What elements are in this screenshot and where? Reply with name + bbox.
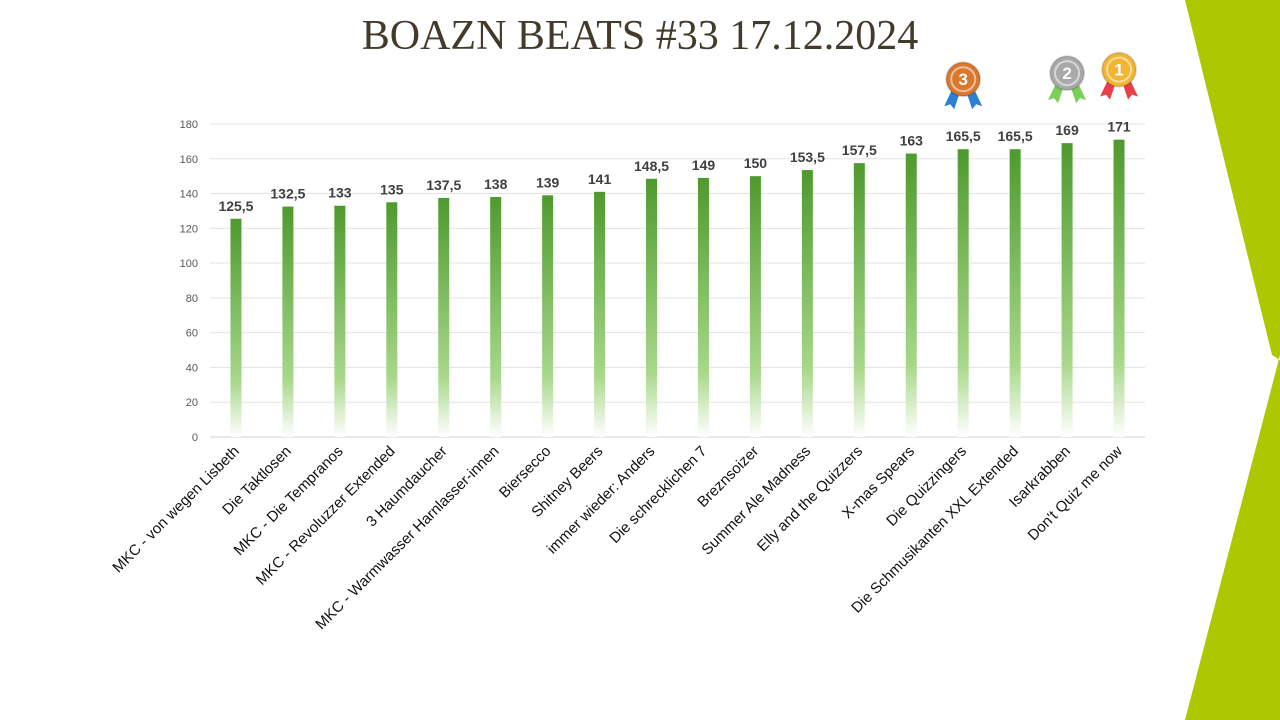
data-label: 157,5: [842, 142, 877, 158]
bar: [490, 197, 502, 437]
y-tick-label: 80: [186, 293, 198, 305]
bar: [646, 178, 658, 437]
x-tick-label: MKC - Warmwasser Harnlasser-innen: [312, 443, 502, 633]
data-label: 169: [1055, 122, 1079, 138]
data-label: 132,5: [270, 186, 305, 202]
data-label: 139: [536, 174, 560, 190]
x-tick-label: Die schrecklichen 7: [606, 443, 710, 547]
medal-rank: 1: [1114, 61, 1123, 80]
bar: [282, 206, 294, 437]
bar: [386, 202, 398, 437]
medal-rank: 2: [1062, 64, 1071, 83]
y-tick-label: 100: [180, 258, 198, 270]
bar: [1113, 139, 1125, 437]
bar: [957, 149, 969, 438]
medal-ring: [950, 66, 977, 93]
data-label: 141: [588, 171, 612, 187]
medal-1-icon: 1: [1100, 51, 1139, 100]
medal-3-icon: 3: [944, 61, 983, 110]
data-label: 163: [900, 133, 924, 149]
data-label: 135: [380, 181, 404, 197]
bar: [334, 205, 346, 437]
green-accent-shape: [1185, 0, 1280, 720]
y-tick-label: 160: [180, 154, 198, 166]
y-tick-label: 60: [186, 328, 198, 340]
medal-rank: 3: [958, 70, 967, 89]
bar: [438, 197, 450, 437]
bar: [697, 177, 709, 437]
data-label: 171: [1107, 119, 1131, 135]
y-tick-label: 180: [180, 119, 198, 131]
medal-2-icon: 2: [1048, 55, 1087, 104]
y-tick-label: 40: [186, 362, 198, 374]
data-label: 149: [692, 157, 716, 173]
y-tick-label: 20: [186, 397, 198, 409]
data-label: 153,5: [790, 149, 825, 165]
bar: [542, 195, 554, 437]
data-label: 125,5: [218, 198, 253, 214]
data-label: 133: [328, 185, 352, 201]
bar: [749, 176, 761, 437]
y-tick-label: 0: [192, 432, 198, 444]
bar: [905, 153, 917, 438]
bar: [230, 218, 242, 437]
data-label: 137,5: [426, 177, 461, 193]
data-label: 165,5: [946, 128, 981, 144]
bar: [801, 170, 813, 437]
data-label: 150: [744, 155, 768, 171]
medal-ring: [1054, 60, 1081, 87]
bar: [594, 191, 606, 437]
medal-ring: [1106, 56, 1133, 83]
y-tick-label: 120: [180, 223, 198, 235]
bar: [1009, 149, 1021, 438]
x-tick-label: Don't Quiz me now: [1025, 443, 1126, 544]
chart-title: BOAZN BEATS #33 17.12.2024: [361, 13, 919, 59]
y-tick-label: 140: [180, 189, 198, 201]
data-label: 165,5: [998, 128, 1033, 144]
bar: [1061, 143, 1073, 437]
data-label: 148,5: [634, 158, 669, 174]
bar: [853, 163, 865, 437]
data-label: 138: [484, 176, 508, 192]
